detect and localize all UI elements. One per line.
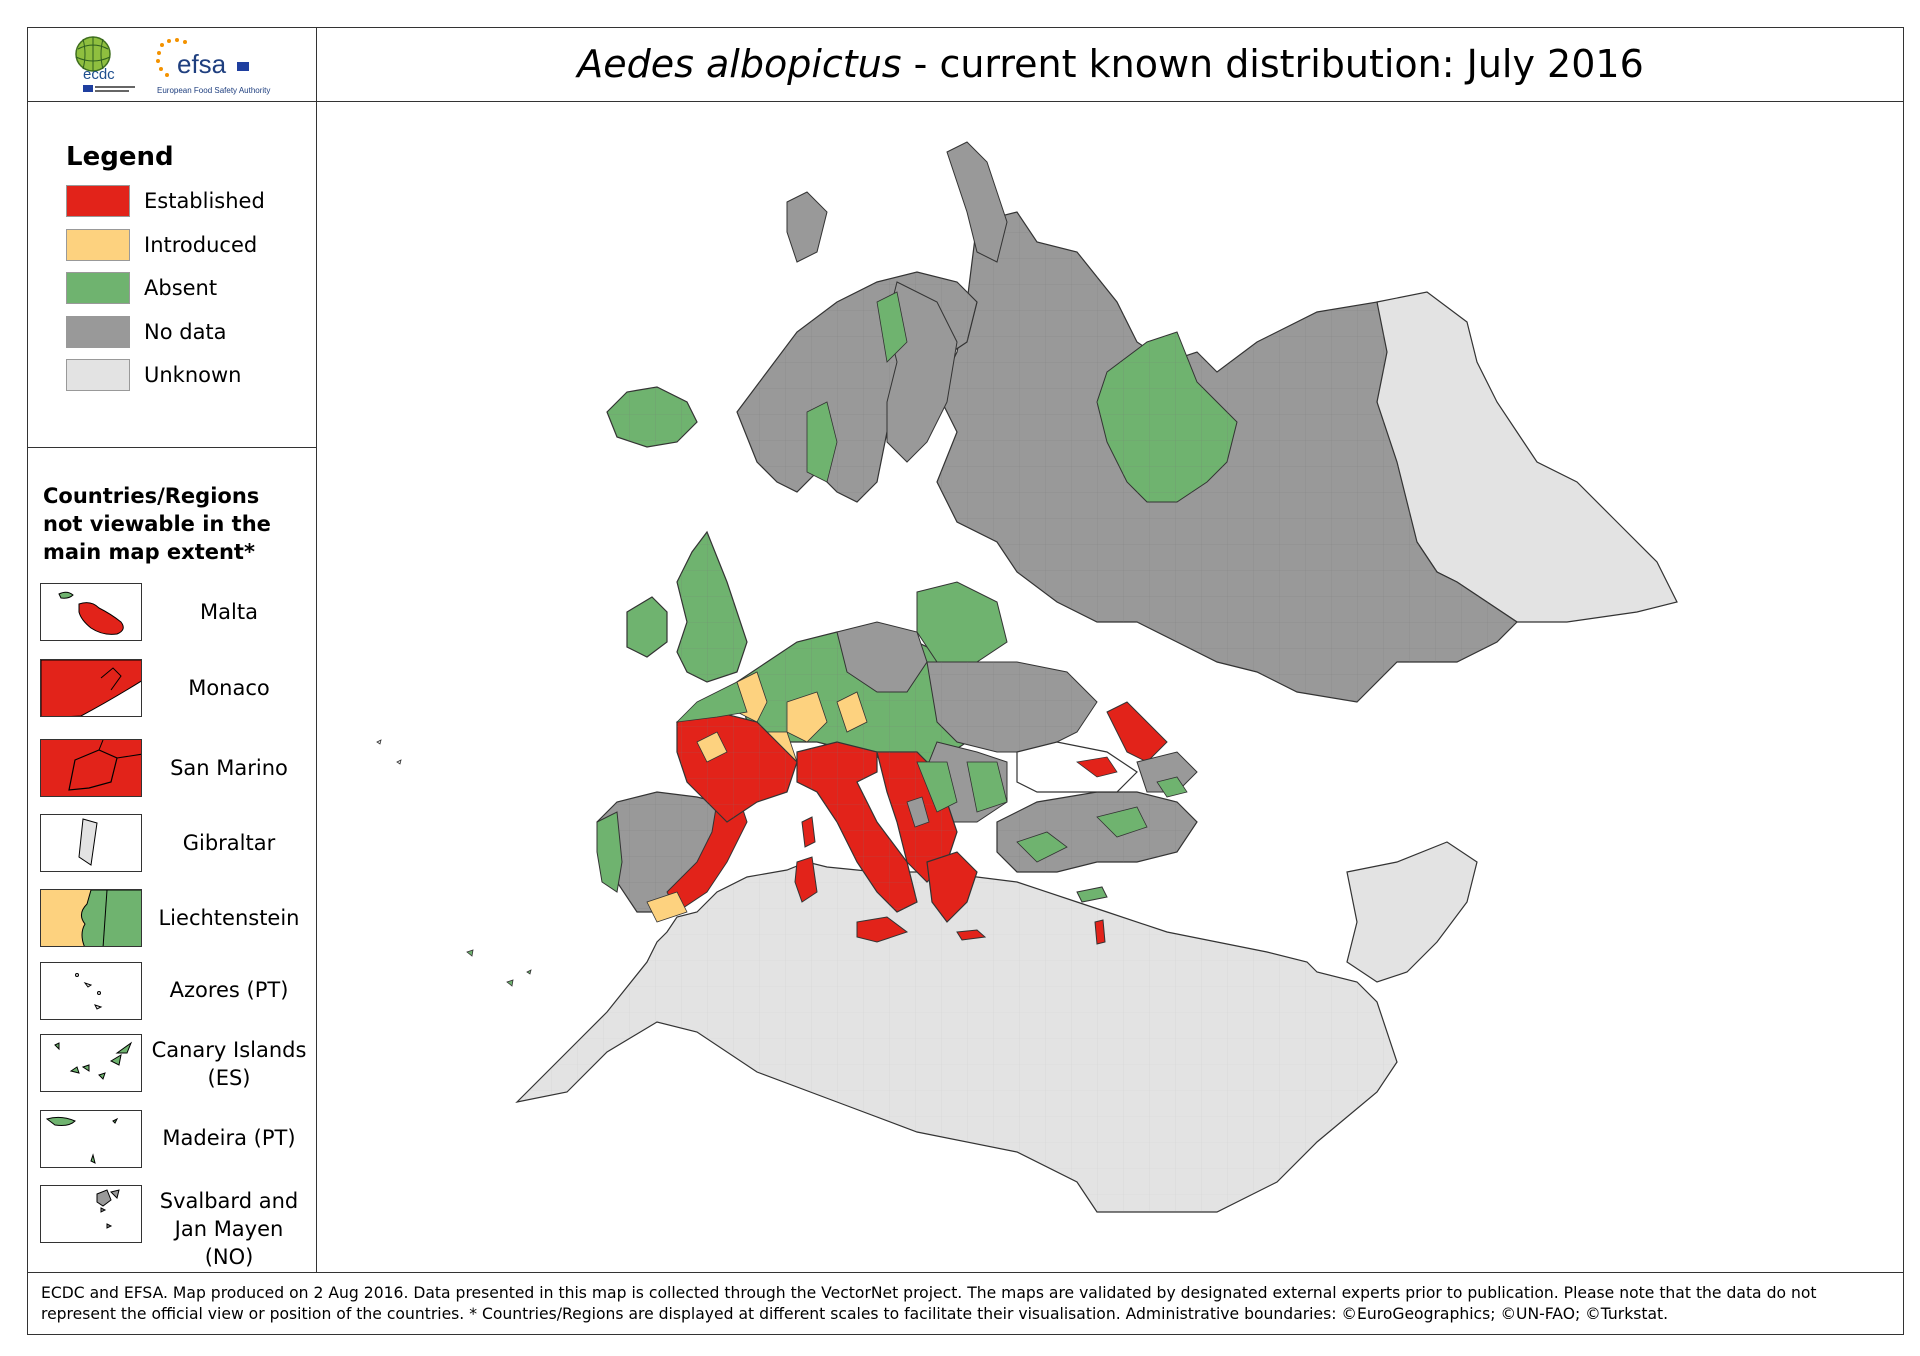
region-madeira-canary-dots xyxy=(466,949,532,987)
inset-label-madeira: Madeira (PT) xyxy=(149,1124,309,1152)
logos: ecdc efsa European Food Safety Authority xyxy=(75,36,270,95)
inset-label-line: Monaco xyxy=(188,676,270,700)
inset-label-line: (ES) xyxy=(207,1066,251,1090)
legend-item-absent: Absent xyxy=(66,271,217,305)
legend-swatch xyxy=(66,229,130,261)
footer-credit: ECDC and EFSA. Map produced on 2 Aug 201… xyxy=(27,1272,1904,1335)
legend-label: Introduced xyxy=(144,233,258,257)
legend-label: Established xyxy=(144,189,265,213)
inset-canary-islands xyxy=(40,1034,142,1092)
legend-label: No data xyxy=(144,320,227,344)
legend-item-established: Established xyxy=(66,184,265,218)
inset-label-azores: Azores (PT) xyxy=(149,976,309,1004)
region-sardinia xyxy=(794,856,818,903)
inset-malta xyxy=(40,583,142,641)
title-rest: - current known distribution: July 2016 xyxy=(901,42,1644,86)
inset-azores xyxy=(40,962,142,1020)
legend-label: Unknown xyxy=(144,363,242,387)
region-middle-east xyxy=(1346,841,1478,983)
insets-title: Countries/Regions not viewable in the ma… xyxy=(43,482,271,566)
region-ireland xyxy=(626,596,668,658)
inset-label-line: Canary Islands xyxy=(151,1038,307,1062)
inset-svalbard xyxy=(40,1185,142,1243)
inset-label-line: Malta xyxy=(200,600,258,624)
insets-title-line: main map extent* xyxy=(43,540,255,564)
inset-label-canary-islands: Canary Islands (ES) xyxy=(149,1036,309,1092)
region-cyprus xyxy=(1076,886,1108,903)
inset-san-marino xyxy=(40,739,142,797)
inset-madeira xyxy=(40,1110,142,1168)
region-portugal xyxy=(596,811,623,893)
legend-swatch xyxy=(66,359,130,391)
efsa-logo-subtext: European Food Safety Authority xyxy=(157,86,270,95)
inset-label-line: San Marino xyxy=(170,756,288,780)
inset-label-san-marino: San Marino xyxy=(149,754,309,782)
title-panel: Aedes albopictus - current known distrib… xyxy=(317,27,1904,102)
logo-panel: ecdc efsa European Food Safety Authority xyxy=(27,27,317,102)
map-area xyxy=(317,102,1904,1272)
page-title: Aedes albopictus - current known distrib… xyxy=(577,42,1644,86)
inset-label-line: Gibraltar xyxy=(182,831,276,855)
insets-title-line: Countries/Regions xyxy=(43,484,260,508)
legend-item-no-data: No data xyxy=(66,315,227,349)
inset-label-line: Madeira (PT) xyxy=(162,1126,296,1150)
legend-swatch xyxy=(66,316,130,348)
region-greece xyxy=(926,851,978,923)
efsa-stars-logo: efsa European Food Safety Authority xyxy=(156,38,270,95)
legend-item-introduced: Introduced xyxy=(66,228,257,262)
inset-label-malta: Malta xyxy=(149,598,309,626)
legend-section: Legend Established Introduced Absent No … xyxy=(27,102,316,448)
ecdc-logo-text: ecdc xyxy=(83,66,115,83)
efsa-logo-text: efsa xyxy=(177,49,227,79)
region-belarus xyxy=(916,581,1008,663)
inset-gibraltar xyxy=(40,814,142,872)
legend-label: Absent xyxy=(144,276,218,300)
map-frame xyxy=(27,27,1904,1335)
inset-label-monaco: Monaco xyxy=(149,674,309,702)
region-black-sea-coast xyxy=(1106,701,1168,763)
sidebar: Legend Established Introduced Absent No … xyxy=(27,102,317,1272)
ecdc-globe-logo: ecdc xyxy=(75,36,135,92)
inset-label-line: Liechtenstein xyxy=(158,906,300,930)
inset-liechtenstein xyxy=(40,889,142,947)
region-sicily xyxy=(856,916,909,943)
region-corsica xyxy=(801,816,816,848)
inset-monaco xyxy=(40,659,142,717)
legend-title: Legend xyxy=(66,142,174,172)
europe-map xyxy=(376,141,1678,1213)
inset-label-line: Azores (PT) xyxy=(169,978,289,1002)
inset-label-gibraltar: Gibraltar xyxy=(149,829,309,857)
legend-item-unknown: Unknown xyxy=(66,358,241,392)
insets-title-line: not viewable in the xyxy=(43,512,271,536)
inset-label-line: Jan Mayen (NO) xyxy=(174,1217,284,1269)
legend-swatch xyxy=(66,272,130,304)
inset-label-svalbard: Svalbard and Jan Mayen (NO) xyxy=(149,1187,309,1271)
inset-label-line: Svalbard and xyxy=(159,1189,299,1213)
inset-label-liechtenstein: Liechtenstein xyxy=(149,904,309,932)
title-species: Aedes albopictus xyxy=(577,42,902,86)
legend-swatch xyxy=(66,185,130,217)
black-sea xyxy=(1016,741,1138,793)
